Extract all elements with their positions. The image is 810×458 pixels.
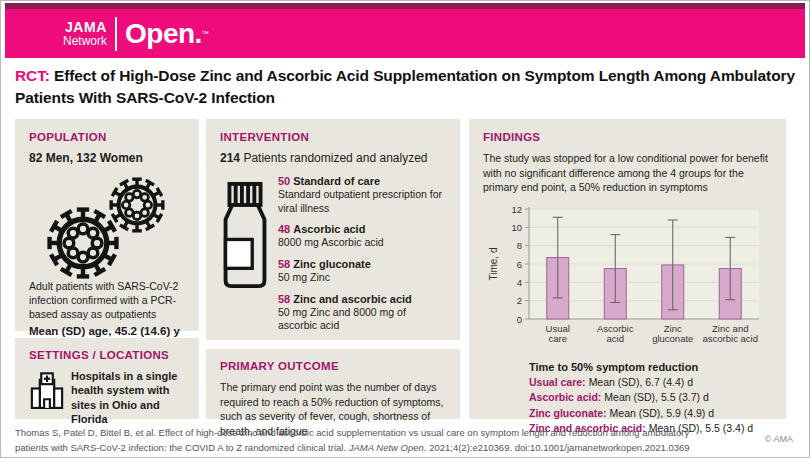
svg-text:Time, d: Time, d — [488, 248, 499, 281]
hospital-icon — [29, 371, 71, 411]
svg-text:0: 0 — [517, 314, 522, 325]
intervention-groups: 50Standard of care Standard outpatient p… — [278, 175, 446, 341]
intervention-heading: INTERVENTION — [220, 131, 446, 143]
stat-row: Zinc gluconate:Mean (SD), 5.9 (4.9) d — [529, 406, 772, 421]
logo-network-text: Network — [63, 35, 107, 48]
column-findings: FINDINGS The study was stopped for a low… — [469, 119, 786, 419]
intervention-group: 58Zinc gluconate 50 mg Zinc — [278, 258, 446, 285]
findings-summary: The study was stopped for a low conditio… — [483, 151, 772, 195]
findings-stats: Time to 50% symptom reduction Usual care… — [529, 361, 772, 436]
group-count: 50 — [278, 175, 290, 187]
citation-suffix: . 2021;4(2):e210369. doi:10.1001/jamanet… — [424, 442, 690, 453]
population-panel: POPULATION 82 Men, 132 Women — [15, 119, 199, 331]
intervention-group: 48Ascorbic acid 8000 mg Ascorbic acid — [278, 223, 446, 250]
findings-chart: 024681012UsualcareAscorbicacidZincglucon… — [485, 199, 769, 351]
column-intervention: INTERVENTION 214 Patients randomized and… — [206, 119, 460, 419]
svg-text:care: care — [549, 333, 567, 344]
stat-value: Mean (SD), 5.5 (3.7) d — [604, 391, 708, 403]
settings-heading: SETTINGS / LOCATIONS — [29, 349, 185, 361]
population-heading: POPULATION — [29, 131, 185, 143]
svg-text:acid: acid — [607, 333, 624, 344]
primary-outcome-heading: PRIMARY OUTCOME — [220, 360, 446, 372]
stat-label: Ascorbic acid: — [529, 391, 601, 403]
column-population: POPULATION 82 Men, 132 Women — [15, 119, 199, 419]
findings-panel: FINDINGS The study was stopped for a low… — [469, 119, 786, 419]
logo-divider — [115, 17, 117, 51]
group-name: Standard of care — [293, 175, 380, 187]
settings-panel: SETTINGS / LOCATIONS — [15, 338, 199, 419]
logo-open-text: Open. — [125, 18, 202, 50]
stat-value: Mean (SD), 6.7 (4.4) d — [589, 376, 693, 388]
logo-jama-text: JAMA — [63, 20, 107, 35]
stat-row: Ascorbic acid:Mean (SD), 5.5 (3.7) d — [529, 390, 772, 405]
svg-text:2: 2 — [517, 295, 522, 306]
intervention-group: 50Standard of care Standard outpatient p… — [278, 175, 446, 215]
stat-row: Usual care:Mean (SD), 6.7 (4.4) d — [529, 375, 772, 390]
population-age: Mean (SD) age, 45.2 (14.6) y — [29, 325, 185, 337]
group-detail: 8000 mg Ascorbic acid — [278, 236, 446, 250]
intervention-total-number: 214 — [220, 151, 240, 165]
jama-network-open-logo: JAMA Network Open. ™ — [63, 17, 209, 51]
logo-trademark: ™ — [202, 19, 209, 49]
svg-text:8: 8 — [517, 240, 522, 251]
virus-icon — [39, 199, 127, 287]
group-name: Ascorbic acid — [293, 223, 365, 235]
stat-value: Mean (SD), 5.9 (4.9) d — [610, 407, 714, 419]
findings-stats-title: Time to 50% symptom reduction — [529, 361, 772, 373]
study-type-tag: RCT: — [15, 67, 50, 84]
intervention-group: 58Zinc and ascorbic acid 50 mg Zinc and … — [278, 293, 446, 333]
main-content: POPULATION 82 Men, 132 Women — [15, 119, 786, 419]
group-count: 58 — [278, 258, 290, 270]
svg-text:10: 10 — [511, 222, 522, 233]
findings-heading: FINDINGS — [483, 131, 772, 143]
logo-jama-network: JAMA Network — [63, 20, 107, 47]
group-name: Zinc and ascorbic acid — [293, 293, 412, 305]
pill-bottle-icon — [220, 175, 278, 341]
page-title-text: Effect of High-Dose Zinc and Ascorbic Ac… — [15, 67, 795, 106]
stat-label: Zinc gluconate: — [529, 407, 607, 419]
group-count: 58 — [278, 293, 290, 305]
stat-label: Usual care: — [529, 376, 586, 388]
population-counts: 82 Men, 132 Women — [29, 151, 185, 165]
group-detail: 50 mg Zinc and 8000 mg of ascorbic acid — [278, 306, 446, 333]
primary-outcome-panel: PRIMARY OUTCOME The primary end point wa… — [206, 349, 460, 419]
intervention-total-label: Patients randomized and analyzed — [243, 151, 427, 165]
header-band: JAMA Network Open. ™ — [5, 9, 805, 58]
page-title: RCT:Effect of High-Dose Zinc and Ascorbi… — [15, 65, 797, 110]
virus-illustration — [29, 169, 185, 279]
svg-text:gluconate: gluconate — [652, 333, 693, 344]
group-count: 48 — [278, 223, 290, 235]
citation: Thomas S, Patel D, Bittel B, et al. Effe… — [15, 426, 721, 455]
copyright-notice: © AMA — [765, 434, 793, 444]
intervention-panel: INTERVENTION 214 Patients randomized and… — [206, 119, 460, 340]
citation-journal: JAMA Netw Open — [349, 442, 424, 453]
settings-description: Hospitals in a single health system with… — [71, 369, 185, 426]
visual-abstract: JAMA Network Open. ™ RCT:Effect of High-… — [0, 0, 810, 458]
svg-text:12: 12 — [511, 204, 522, 215]
intervention-total: 214 Patients randomized and analyzed — [220, 151, 446, 165]
group-detail: Standard outpatient prescription for vir… — [278, 188, 446, 215]
group-detail: 50 mg Zinc — [278, 271, 446, 285]
svg-text:4: 4 — [517, 277, 522, 288]
svg-text:6: 6 — [517, 259, 522, 270]
group-name: Zinc gluconate — [293, 258, 371, 270]
svg-text:ascorbic acid: ascorbic acid — [703, 333, 758, 344]
